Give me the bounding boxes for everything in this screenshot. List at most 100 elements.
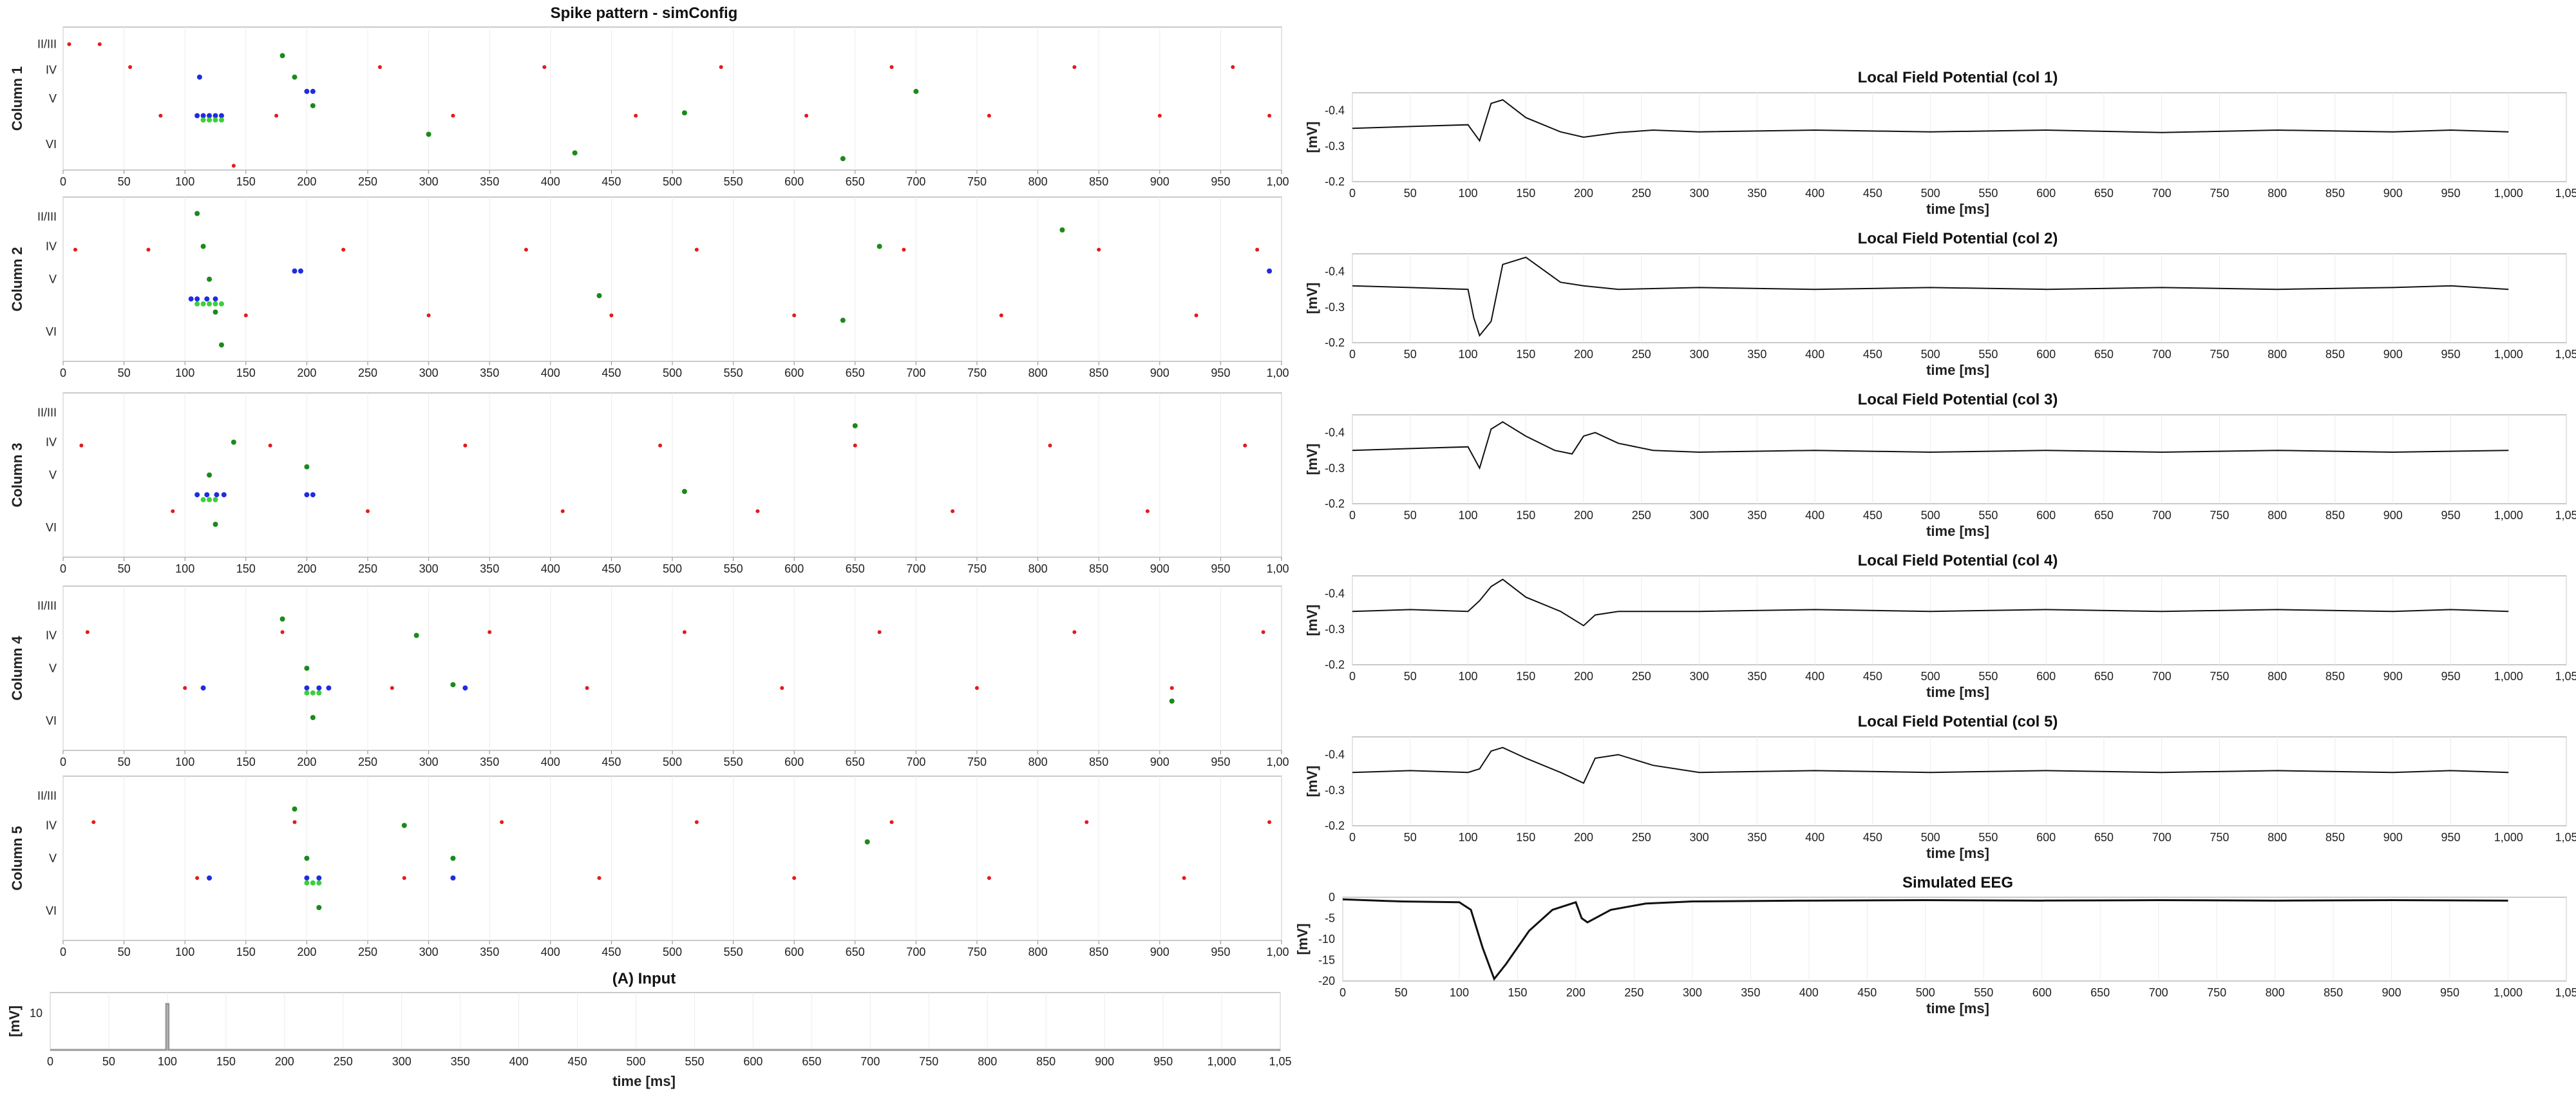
lfp-x-tick-label: 150: [1516, 348, 1535, 361]
lfp-y-tick-label: -0.2: [1325, 175, 1345, 188]
raster-x-tick-label: 600: [784, 175, 804, 188]
spike-mark: [146, 247, 151, 252]
spike-mark: [377, 65, 382, 70]
lfp-x-tick-label: 800: [2268, 509, 2287, 522]
raster-x-tick-label: 900: [1150, 756, 1170, 768]
spike-mark: [310, 103, 316, 109]
spike-mark: [207, 497, 213, 502]
raster-x-tick-label: 500: [663, 367, 682, 379]
raster-x-tick-label: 950: [1211, 175, 1230, 188]
spike-mark: [951, 509, 955, 513]
lfp-x-tick-label: 0: [1349, 348, 1356, 361]
lfp-x-tick-label: 750: [2210, 831, 2229, 844]
eeg-x-tick-label: 250: [1624, 986, 1643, 999]
lfp-x-tick-label: 500: [1921, 831, 1940, 844]
spike-mark: [194, 492, 200, 498]
raster-x-tick-label: 300: [419, 175, 439, 188]
lfp-x-tick-label: 900: [2383, 831, 2403, 844]
input-x-tick-label: 800: [978, 1055, 997, 1068]
eeg-x-tick-label: 200: [1566, 986, 1586, 999]
spike-mark: [596, 293, 602, 298]
column-label: Column 3: [9, 443, 25, 507]
lfp-y-tick-label: -0.3: [1325, 140, 1345, 153]
lfp-y-tick-label: -0.2: [1325, 336, 1345, 349]
spike-mark: [231, 439, 236, 445]
raster-x-tick-label: 500: [663, 946, 682, 958]
spike-mark: [402, 876, 406, 881]
raster-x-tick-label: 800: [1028, 175, 1048, 188]
input-x-tick-label: 300: [392, 1055, 412, 1068]
spike-mark: [326, 685, 332, 691]
spike-mark: [316, 880, 322, 886]
raster-x-tick-label: 300: [419, 562, 439, 575]
lfp-x-tick-label: 0: [1349, 509, 1356, 522]
spike-mark: [1267, 820, 1272, 824]
input-x-tick-label: 500: [627, 1055, 646, 1068]
lfp-x-tick-label: 550: [1978, 187, 1998, 200]
lfp-x-tick-label: 350: [1747, 831, 1766, 844]
lfp-x-tick-label: 850: [2325, 348, 2345, 361]
lfp-x-axis-label: time [ms]: [1926, 684, 1989, 700]
lfp-x-tick-label: 950: [2441, 509, 2460, 522]
raster-x-tick-label: 250: [358, 756, 377, 768]
lfp-x-tick-label: 300: [1690, 187, 1709, 200]
raster-x-tick-label: 850: [1089, 946, 1108, 958]
lfp-x-tick-label: 500: [1921, 348, 1940, 361]
lfp-y-axis-label: [mV]: [1304, 766, 1320, 797]
lfp-x-tick-label: 150: [1516, 831, 1535, 844]
lfp-x-tick-label: 1,000: [2494, 831, 2523, 844]
spike-mark: [213, 117, 218, 123]
layer-label: V: [49, 273, 57, 286]
spike-mark: [218, 113, 224, 119]
raster-x-tick-label: 650: [846, 756, 865, 768]
input-x-tick-label: 650: [802, 1055, 821, 1068]
spike-mark: [213, 296, 218, 302]
raster-x-tick-label: 250: [358, 562, 377, 575]
raster-x-tick-label: 600: [784, 367, 804, 379]
eeg-y-tick-label: 0: [1329, 891, 1335, 904]
lfp-x-tick-label: 550: [1978, 509, 1998, 522]
layer-label: II/III: [37, 406, 57, 419]
eeg-title: Simulated EEG: [1902, 874, 2013, 891]
raster-x-tick-label: 150: [236, 756, 256, 768]
raster-x-tick-label: 200: [297, 175, 316, 188]
lfp-y-tick-label: -0.2: [1325, 819, 1345, 832]
spike-mark: [694, 247, 699, 252]
raster-x-tick-label: 300: [419, 756, 439, 768]
spike-mark: [200, 117, 206, 123]
layer-label: II/III: [37, 38, 57, 51]
layer-label: VI: [46, 138, 57, 151]
input-x-tick-label: 150: [216, 1055, 236, 1068]
lfp-x-tick-label: 50: [1404, 831, 1417, 844]
raster-x-tick-label: 550: [724, 175, 743, 188]
spike-mark: [279, 616, 285, 622]
spike-mark: [450, 682, 456, 687]
lfp-x-tick-label: 1,05: [2555, 187, 2576, 200]
raster-x-tick-label: 1,00: [1266, 175, 1289, 188]
column-label: Column 1: [9, 66, 25, 131]
lfp-panels: Local Field Potential (col 1) 0 50 100 150 20…: [1304, 69, 2576, 861]
spike-mark: [243, 313, 248, 318]
layer-label: II/III: [37, 211, 57, 224]
lfp-x-tick-label: 650: [2094, 509, 2114, 522]
raster-x-tick-label: 150: [236, 175, 256, 188]
raster-x-tick-label: 350: [480, 175, 499, 188]
lfp-x-tick-label: 350: [1747, 348, 1766, 361]
eeg-x-axis-label: time [ms]: [1926, 1000, 1989, 1016]
lfp-title: Local Field Potential (col 3): [1858, 391, 2058, 408]
raster-x-tick-label: 100: [175, 562, 194, 575]
spike-mark: [426, 131, 431, 137]
lfp-x-tick-label: 600: [2036, 831, 2056, 844]
spike-mark: [67, 42, 71, 46]
lfp-line: [1352, 747, 2509, 785]
raster-x-tick-label: 450: [601, 562, 621, 575]
spike-mark: [218, 342, 224, 348]
spike-mark: [221, 492, 227, 498]
spike-mark: [310, 690, 316, 696]
lfp-x-tick-label: 700: [2152, 348, 2172, 361]
lfp-x-tick-label: 1,05: [2555, 670, 2576, 683]
raster-x-tick-label: 0: [60, 367, 66, 379]
spike-mark: [572, 150, 578, 156]
spike-mark: [279, 53, 285, 59]
spike-mark: [316, 875, 322, 881]
